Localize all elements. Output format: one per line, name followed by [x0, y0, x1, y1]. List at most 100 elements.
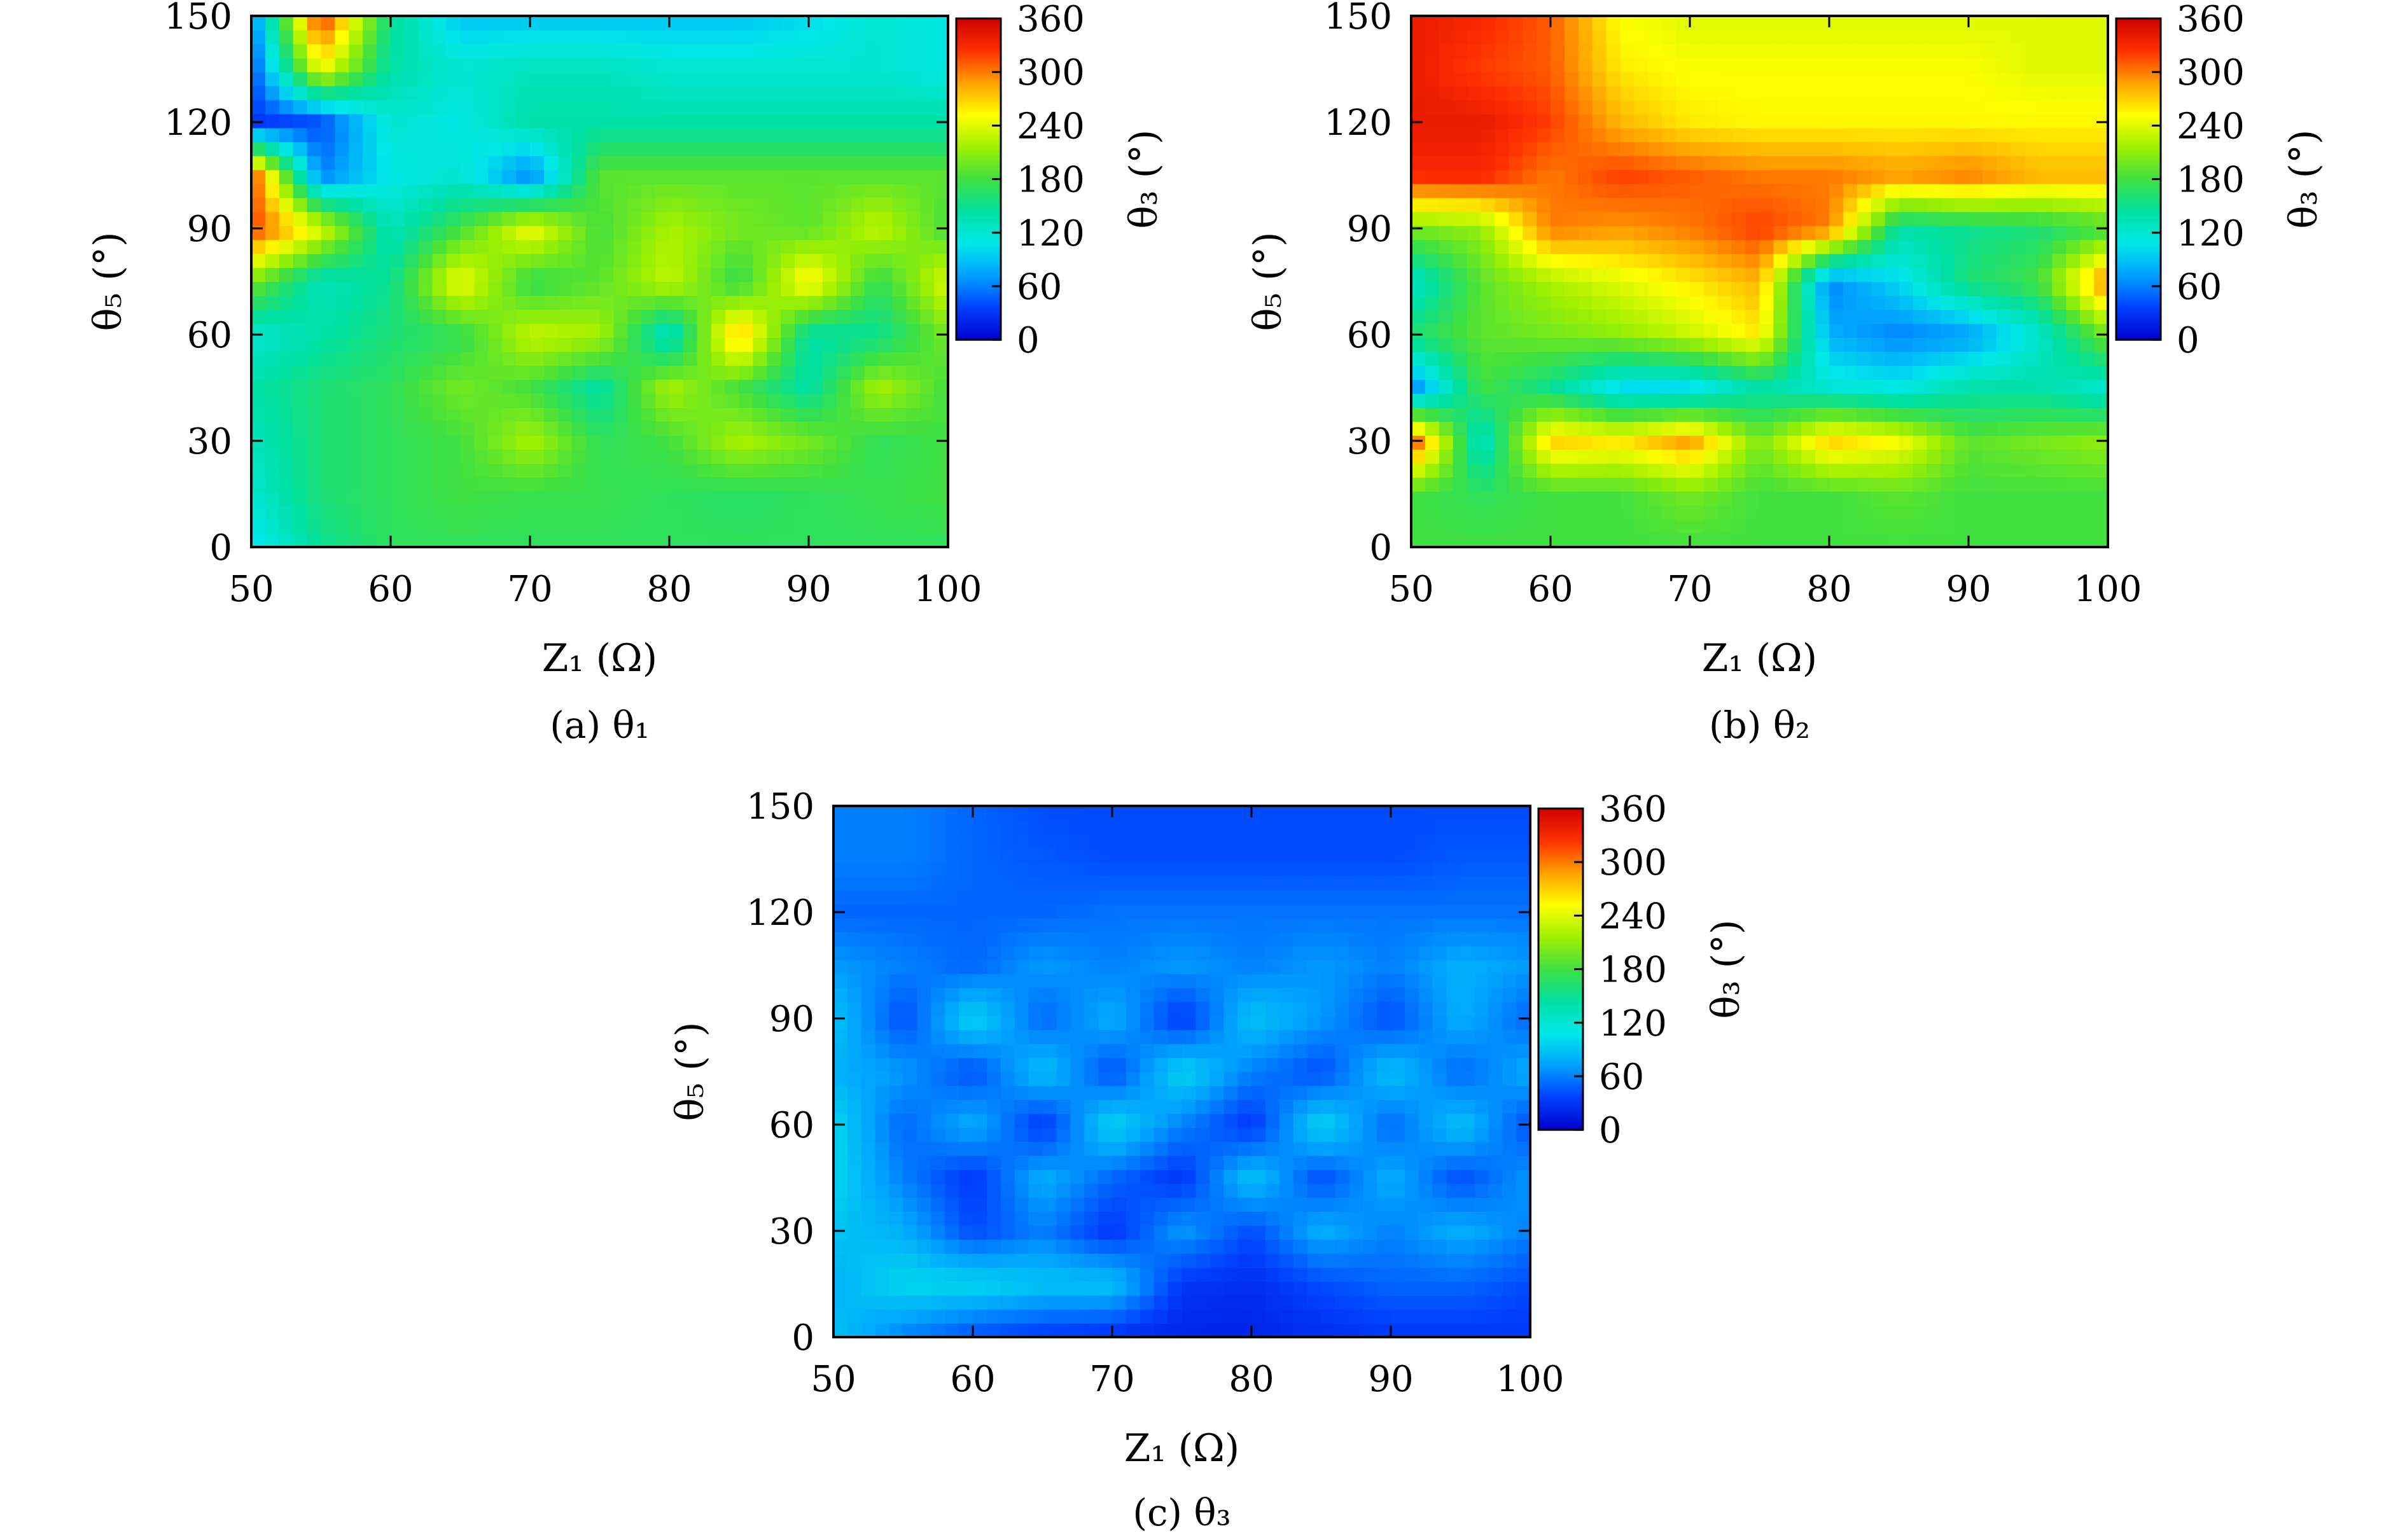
heatmap-cell: [1592, 379, 1607, 394]
heatmap-cell: [265, 407, 280, 422]
heatmap-cell: [1460, 1043, 1475, 1058]
heatmap-cell: [1606, 505, 1621, 520]
x-tick-label: 80: [1806, 569, 1851, 610]
heatmap-cell: [446, 16, 461, 31]
heatmap-cell: [488, 351, 503, 366]
heatmap-cell: [906, 29, 921, 45]
heatmap-cell: [711, 29, 726, 45]
heatmap-cell: [516, 225, 531, 240]
heatmap-cell: [1871, 281, 1886, 296]
heatmap-cell: [432, 57, 447, 73]
heatmap-cell: [753, 323, 768, 338]
heatmap-cell: [1648, 323, 1663, 338]
heatmap-cell: [1662, 379, 1677, 394]
heatmap-cell: [753, 113, 768, 128]
heatmap-cell: [1363, 1309, 1377, 1324]
heatmap-cell: [875, 1323, 890, 1338]
heatmap-cell: [1523, 281, 1537, 296]
heatmap-cell: [377, 477, 391, 492]
heatmap-cell: [2024, 519, 2039, 534]
heatmap-cell: [1467, 183, 1482, 198]
heatmap-cell: [251, 141, 266, 156]
heatmap-cell: [488, 421, 503, 436]
heatmap-cell: [279, 505, 294, 520]
heatmap-cell: [2066, 505, 2081, 520]
heatmap-cell: [1502, 1225, 1517, 1240]
heatmap-cell: [1620, 393, 1635, 408]
heatmap-cell: [377, 533, 391, 548]
heatmap-cell: [1690, 393, 1704, 408]
heatmap-cell: [850, 183, 865, 198]
heatmap-cell: [265, 491, 280, 506]
heatmap-cell: [1126, 1295, 1141, 1310]
heatmap-cell: [1453, 351, 1468, 366]
heatmap-cell: [1453, 365, 1468, 380]
heatmap-cell: [1759, 57, 1774, 73]
heatmap-cell: [2094, 337, 2109, 352]
heatmap-cell: [1801, 421, 1816, 436]
heatmap-cell: [906, 533, 921, 548]
heatmap-cell: [516, 155, 531, 170]
heatmap-cell: [1773, 211, 1788, 226]
heatmap-cell: [725, 267, 740, 282]
heatmap-cell: [1578, 253, 1593, 268]
heatmap-cell: [669, 281, 684, 296]
heatmap-cell: [1523, 449, 1537, 464]
heatmap-cell: [767, 435, 781, 450]
heatmap-cell: [265, 239, 280, 254]
heatmap-cell: [502, 43, 517, 59]
heatmap-cell: [335, 519, 350, 534]
heatmap-cell: [1578, 351, 1593, 366]
heatmap-cell: [1955, 309, 1969, 324]
heatmap-cell: [2094, 519, 2109, 534]
heatmap-cell: [1578, 533, 1593, 548]
heatmap-cell: [1154, 1127, 1169, 1142]
heatmap-cell: [2066, 519, 2081, 534]
heatmap-cell: [1523, 99, 1537, 114]
heatmap-cell: [1592, 127, 1607, 142]
heatmap-cell: [432, 435, 447, 450]
heatmap-cell: [1676, 379, 1690, 394]
heatmap-cell: [432, 253, 447, 268]
heatmap-cell: [1251, 1253, 1266, 1268]
heatmap-cell: [1182, 1127, 1197, 1142]
heatmap-cell: [1000, 1085, 1015, 1100]
heatmap-cell: [1265, 1225, 1280, 1240]
heatmap-cell: [2094, 71, 2109, 87]
heatmap-cell: [697, 141, 712, 156]
heatmap-cell: [2024, 379, 2039, 394]
heatmap-cell: [917, 1085, 932, 1100]
heatmap-cell: [1717, 155, 1732, 170]
heatmap-cell: [1349, 1127, 1363, 1142]
heatmap-cell: [1425, 505, 1440, 520]
heatmap-cell: [1098, 1225, 1113, 1240]
heatmap-cell: [543, 43, 559, 59]
heatmap-cell: [279, 309, 294, 324]
heatmap-cell: [1098, 1127, 1113, 1142]
heatmap-cell: [903, 1113, 918, 1128]
heatmap-cell: [683, 295, 698, 310]
heatmap-cell: [767, 113, 781, 128]
heatmap-cell: [1363, 1113, 1377, 1128]
heatmap-cell: [349, 463, 363, 478]
heatmap-cell: [809, 211, 823, 226]
heatmap-cell: [864, 43, 879, 59]
heatmap-cell: [892, 211, 907, 226]
heatmap-cell: [1676, 16, 1690, 31]
heatmap-cell: [279, 337, 294, 352]
heatmap-cell: [945, 1239, 959, 1254]
heatmap-cell: [875, 1253, 890, 1268]
heatmap-cell: [1523, 505, 1537, 520]
heatmap-cell: [1787, 449, 1802, 464]
heatmap-cell: [1913, 281, 1928, 296]
heatmap-cell: [1592, 449, 1607, 464]
heatmap-cell: [1028, 1239, 1043, 1254]
heatmap-cell: [1509, 519, 1523, 534]
heatmap-cell: [1606, 463, 1621, 478]
heatmap-cell: [1112, 1239, 1127, 1254]
x-tick-label: 50: [228, 569, 274, 610]
heatmap-cell: [488, 463, 503, 478]
heatmap-cell: [836, 71, 851, 87]
heatmap-cell: [945, 1029, 959, 1044]
heatmap-cell: [920, 323, 935, 338]
